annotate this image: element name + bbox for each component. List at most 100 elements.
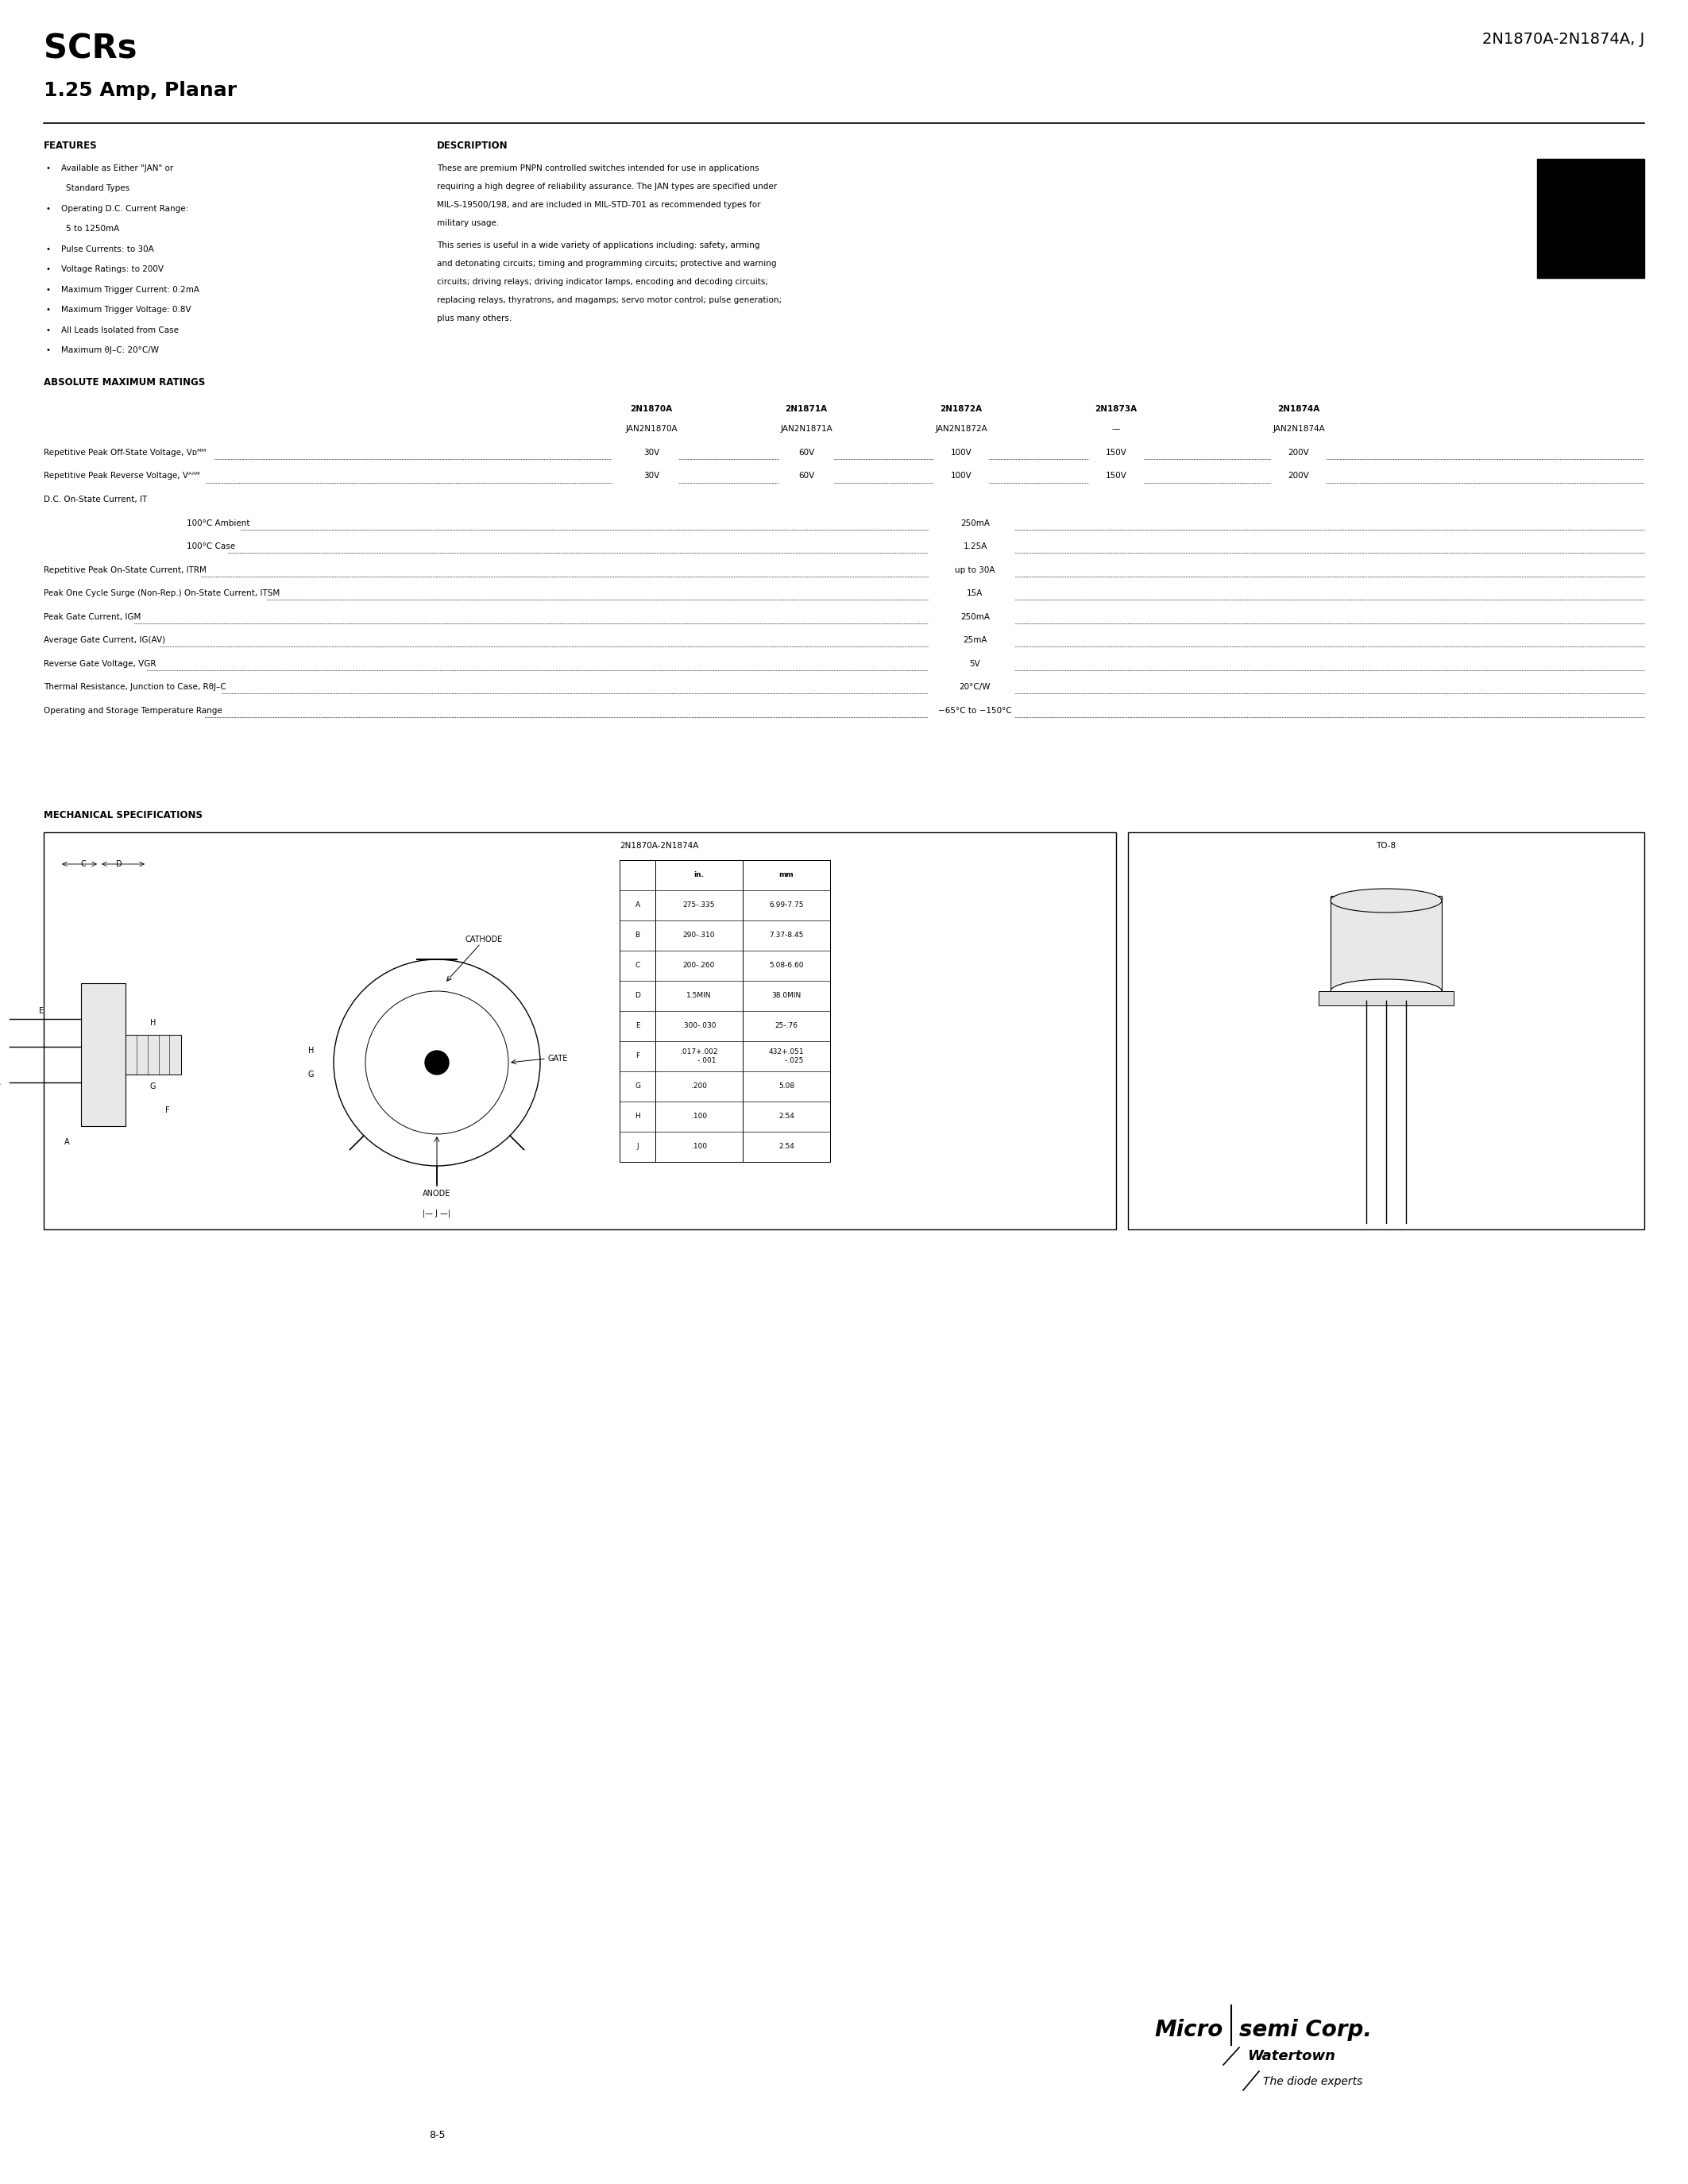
Text: .200: .200 (690, 1083, 707, 1090)
Circle shape (425, 1051, 449, 1075)
Text: military usage.: military usage. (437, 218, 500, 227)
Bar (1330, 895, 1442, 992)
Text: Watertown: Watertown (1247, 2049, 1335, 2064)
Text: Repetitive Peak Reverse Voltage, Vᴬᴬᴹ: Repetitive Peak Reverse Voltage, Vᴬᴬᴹ (44, 472, 199, 480)
Text: 25mA: 25mA (962, 636, 987, 644)
Text: 1.5MIN: 1.5MIN (687, 992, 712, 1000)
Text: —: — (1112, 426, 1121, 432)
Text: G: G (307, 1070, 314, 1079)
Text: 1.25 Amp, Planar: 1.25 Amp, Planar (44, 81, 236, 100)
Text: 20°C/W: 20°C/W (959, 684, 991, 690)
Text: 30V: 30V (643, 448, 660, 456)
Text: JAN2N1870A: JAN2N1870A (625, 426, 677, 432)
Text: JAN2N1872A: JAN2N1872A (935, 426, 987, 432)
Text: •: • (46, 325, 51, 334)
Text: 2N1870A-2N1874A, J: 2N1870A-2N1874A, J (1482, 33, 1644, 46)
Text: This series is useful in a wide variety of applications including: safety, armin: This series is useful in a wide variety … (437, 242, 760, 249)
Text: Peak Gate Current, IGM: Peak Gate Current, IGM (44, 614, 140, 620)
Text: .100: .100 (690, 1114, 707, 1120)
Bar (44, 832, 1116, 1230)
Text: 1.25A: 1.25A (962, 542, 987, 550)
Text: 100V: 100V (950, 472, 972, 480)
Ellipse shape (1330, 889, 1442, 913)
Text: CATHODE: CATHODE (464, 935, 503, 943)
Text: 150V: 150V (1106, 472, 1128, 480)
Bar (125, 1035, 181, 1075)
Text: Micro: Micro (1155, 2018, 1224, 2042)
Text: 2N1874A: 2N1874A (1278, 404, 1320, 413)
Text: 7.37-8.45: 7.37-8.45 (770, 933, 803, 939)
Text: •: • (46, 286, 51, 295)
Text: 2N1871A: 2N1871A (785, 404, 827, 413)
Text: requiring a high degree of reliability assurance. The JAN types are specified un: requiring a high degree of reliability a… (437, 183, 776, 190)
Text: G: G (635, 1083, 640, 1090)
Text: 432+.051
       -.025: 432+.051 -.025 (768, 1048, 803, 1064)
Text: 30V: 30V (643, 472, 660, 480)
Text: Maximum Trigger Current: 0.2mA: Maximum Trigger Current: 0.2mA (61, 286, 199, 295)
Text: The diode experts: The diode experts (1263, 2077, 1362, 2088)
Text: MECHANICAL SPECIFICATIONS: MECHANICAL SPECIFICATIONS (44, 810, 203, 821)
Text: TO-8: TO-8 (1376, 841, 1396, 850)
Text: •: • (46, 306, 51, 314)
Text: 8: 8 (1577, 199, 1605, 238)
Text: 2N1870A-2N1874A: 2N1870A-2N1874A (619, 841, 699, 850)
Text: Operating and Storage Temperature Range: Operating and Storage Temperature Range (44, 705, 223, 714)
Text: 5.08-6.60: 5.08-6.60 (770, 963, 803, 970)
Text: Voltage Ratings: to 200V: Voltage Ratings: to 200V (61, 266, 164, 273)
Text: 38.0MIN: 38.0MIN (771, 992, 802, 1000)
Text: 100°C Ambient: 100°C Ambient (187, 520, 250, 526)
Text: Maximum θJ–C: 20°C/W: Maximum θJ–C: 20°C/W (61, 347, 159, 354)
Text: 2.54: 2.54 (778, 1142, 795, 1151)
Text: A: A (64, 1138, 69, 1147)
Text: D.C. On-State Current, IT: D.C. On-State Current, IT (44, 496, 147, 505)
Text: −65°C to −150°C: −65°C to −150°C (939, 705, 1011, 714)
Text: Average Gate Current, IG(AV): Average Gate Current, IG(AV) (44, 636, 165, 644)
Text: Repetitive Peak On-State Current, ITRM: Repetitive Peak On-State Current, ITRM (44, 566, 206, 574)
Text: H: H (307, 1046, 314, 1055)
Text: H: H (635, 1114, 640, 1120)
Text: 5 to 1250mA: 5 to 1250mA (66, 225, 120, 234)
Text: All Leads Isolated from Case: All Leads Isolated from Case (61, 325, 179, 334)
Text: A: A (635, 902, 640, 909)
Text: F: F (165, 1107, 169, 1114)
Text: 250mA: 250mA (960, 520, 989, 526)
Text: 200V: 200V (1288, 448, 1310, 456)
Text: circuits; driving relays; driving indicator lamps, encoding and decoding circuit: circuits; driving relays; driving indica… (437, 277, 768, 286)
Text: ABSOLUTE MAXIMUM RATINGS: ABSOLUTE MAXIMUM RATINGS (44, 378, 206, 387)
Text: .100: .100 (690, 1142, 707, 1151)
Text: 60V: 60V (798, 472, 814, 480)
Text: JAN2N1871A: JAN2N1871A (780, 426, 832, 432)
Text: in.: in. (694, 871, 704, 878)
Text: JAN2N1874A: JAN2N1874A (1273, 426, 1325, 432)
Text: DESCRIPTION: DESCRIPTION (437, 140, 508, 151)
Text: These are premium PNPN controlled switches intended for use in applications: These are premium PNPN controlled switch… (437, 164, 760, 173)
Text: 2N1870A: 2N1870A (630, 404, 672, 413)
Text: SCRs: SCRs (44, 33, 137, 66)
Text: D: D (635, 992, 640, 1000)
Ellipse shape (1330, 978, 1442, 1002)
Bar (1318, 992, 1453, 1005)
Text: •: • (46, 164, 51, 173)
Text: 25-.76: 25-.76 (775, 1022, 798, 1029)
Text: C: C (81, 860, 86, 867)
Text: plus many others.: plus many others. (437, 314, 511, 323)
Text: •: • (46, 347, 51, 354)
Text: 100V: 100V (950, 448, 972, 456)
Bar (1128, 832, 1644, 1230)
Text: .300-.030: .300-.030 (682, 1022, 716, 1029)
Text: 290-.310: 290-.310 (684, 933, 716, 939)
Text: 2N1873A: 2N1873A (1096, 404, 1138, 413)
Text: MIL-S-19500/198, and are included in MIL-STD-701 as recommended types for: MIL-S-19500/198, and are included in MIL… (437, 201, 761, 210)
Text: GATE: GATE (549, 1055, 569, 1064)
Text: Peak One Cycle Surge (Non-Rep.) On-State Current, ITSM: Peak One Cycle Surge (Non-Rep.) On-State… (44, 590, 280, 596)
Text: Repetitive Peak Off-State Voltage, Vᴅᴹᴹ: Repetitive Peak Off-State Voltage, Vᴅᴹᴹ (44, 448, 206, 456)
Text: Standard Types: Standard Types (66, 186, 130, 192)
Text: 250mA: 250mA (960, 614, 989, 620)
Text: Reverse Gate Voltage, VGR: Reverse Gate Voltage, VGR (44, 660, 155, 668)
Text: E: E (635, 1022, 640, 1029)
Text: 2N1872A: 2N1872A (940, 404, 982, 413)
Bar (81, 983, 125, 1127)
Text: 275-.335: 275-.335 (684, 902, 716, 909)
Text: H: H (150, 1020, 155, 1026)
Text: 60V: 60V (798, 448, 814, 456)
